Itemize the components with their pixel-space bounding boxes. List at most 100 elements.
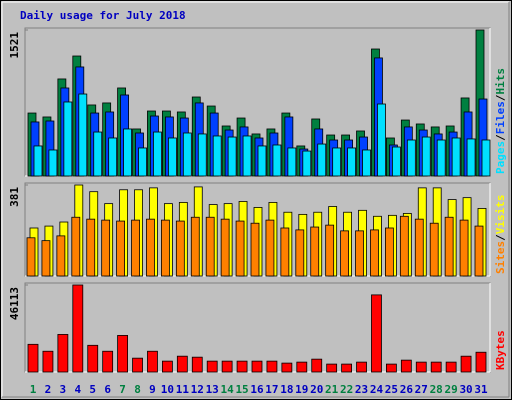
x-tick-label: 17 [265, 383, 278, 396]
x-tick-label: 27 [415, 383, 428, 396]
bar [227, 136, 237, 177]
legend-entry: Files [494, 101, 507, 134]
bar [429, 222, 439, 277]
bar [27, 343, 39, 373]
bar [399, 215, 409, 277]
bar [220, 218, 230, 277]
bar [445, 361, 457, 373]
bar [295, 229, 305, 277]
x-tick-label: 3 [60, 383, 67, 396]
legend-separator: / [494, 94, 507, 101]
bar [101, 219, 111, 277]
bar [197, 133, 207, 177]
bar [459, 219, 469, 277]
chart-title: Daily usage for July 2018 [20, 9, 186, 22]
bar [161, 360, 173, 373]
x-tick-label: 30 [459, 383, 472, 396]
y-tick-label: 46113 [8, 287, 21, 320]
x-tick-label: 6 [104, 383, 111, 396]
bar [474, 225, 484, 277]
bar [391, 146, 401, 177]
bar [385, 363, 397, 373]
legend-separator: / [494, 234, 507, 241]
x-tick-label: 2 [45, 383, 52, 396]
x-tick-label: 16 [250, 383, 264, 396]
bar [347, 147, 357, 177]
bar [341, 363, 353, 373]
bar [370, 229, 379, 277]
x-tick-label: 28 [430, 383, 443, 396]
legend-separator: / [494, 134, 507, 141]
x-tick-label: 11 [176, 383, 190, 396]
bar [42, 350, 54, 373]
x-tick-label: 22 [340, 383, 353, 396]
x-tick-label: 14 [221, 383, 235, 396]
bar [466, 138, 476, 177]
x-tick-label: 20 [310, 383, 323, 396]
y-tick-label: 381 [8, 187, 21, 207]
bar [311, 358, 323, 373]
bar [302, 150, 312, 177]
bar [41, 240, 51, 277]
bar [325, 224, 335, 277]
x-tick-label: 8 [134, 383, 141, 396]
bar [444, 216, 454, 277]
bar [205, 216, 215, 277]
bar [355, 230, 364, 277]
x-tick-label: 15 [235, 383, 248, 396]
bar [86, 218, 96, 277]
bar [221, 360, 233, 373]
bar [87, 344, 99, 373]
bar [356, 361, 367, 373]
bar [280, 227, 290, 277]
bar [182, 132, 192, 177]
bar [272, 144, 282, 177]
bar [191, 356, 203, 373]
bar [481, 139, 491, 177]
bar [147, 350, 158, 373]
x-tick-label: 31 [474, 383, 488, 396]
x-tick-label: 23 [355, 383, 368, 396]
legend: Sites/Visits [494, 195, 507, 275]
bar [33, 145, 43, 177]
bar [116, 220, 125, 277]
bar [310, 226, 320, 277]
bar [57, 334, 69, 373]
x-tick-label: 9 [149, 383, 156, 396]
bar [436, 139, 446, 177]
bar [251, 360, 263, 373]
bar [190, 216, 200, 277]
bar [102, 350, 114, 373]
bar [153, 131, 162, 177]
bar [132, 357, 143, 373]
bar [332, 147, 342, 177]
x-tick-label: 10 [161, 383, 174, 396]
x-tick-label: 19 [295, 383, 308, 396]
bar [287, 147, 297, 177]
legend-entry: Hits [494, 68, 507, 95]
bar [250, 222, 260, 277]
bar [146, 218, 155, 277]
x-tick-label: 12 [191, 383, 204, 396]
x-tick-label: 7 [119, 383, 126, 396]
bar [340, 230, 350, 277]
bar [160, 219, 170, 277]
legend-entry: Visits [494, 195, 507, 235]
x-tick-label: 24 [370, 383, 384, 396]
bar [56, 235, 66, 277]
bar [108, 137, 118, 177]
bar [414, 218, 424, 277]
bar [176, 355, 188, 373]
bar [235, 220, 245, 277]
bar [242, 135, 252, 177]
bar [63, 101, 73, 177]
bar [48, 149, 58, 177]
bar [26, 237, 36, 277]
bar [451, 137, 461, 177]
bar [317, 143, 327, 177]
bar [326, 363, 338, 373]
bar [371, 294, 382, 373]
bar [415, 361, 427, 373]
legend-entry: KBytes [494, 330, 507, 370]
bar [421, 136, 431, 177]
